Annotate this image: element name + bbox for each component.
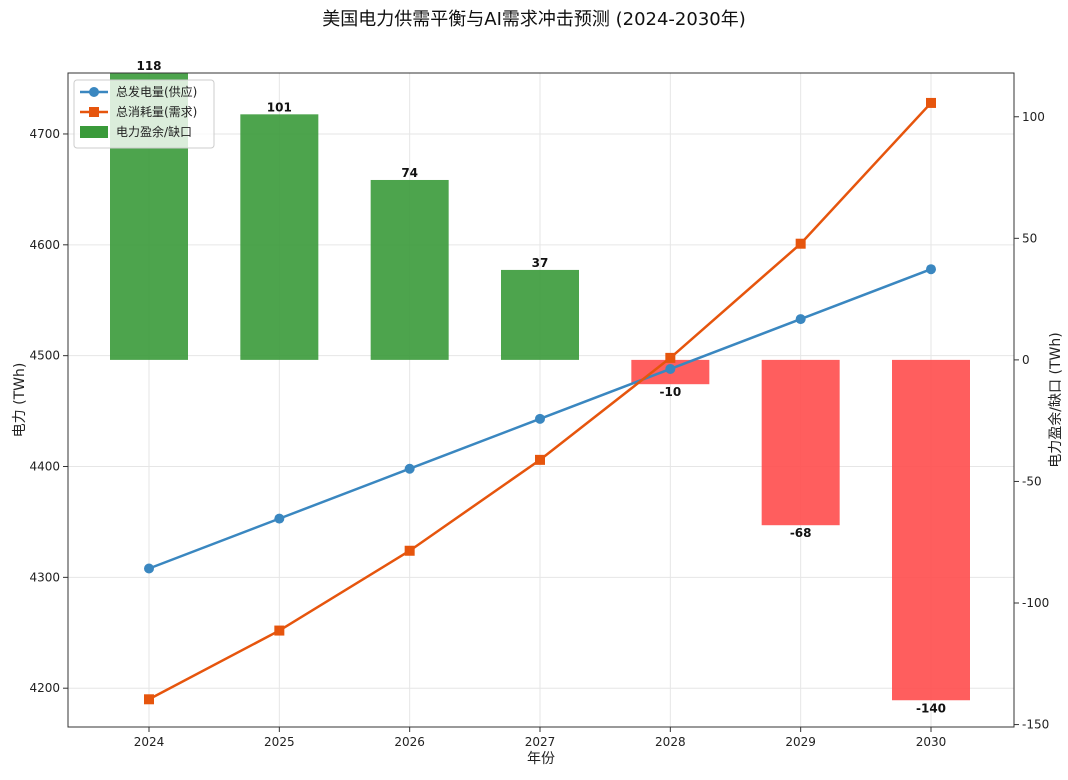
- y-tick-label: 4500: [29, 349, 60, 363]
- point-circle: [535, 413, 545, 424]
- y-right-tick-label: 100: [1022, 110, 1045, 124]
- x-axis-title: 年份: [527, 751, 555, 767]
- y-right-tick-label: 0: [1022, 353, 1030, 367]
- y-tick-label: 4400: [29, 460, 60, 474]
- y-right-axis-title: 电力盈余/缺口 (TWh): [1047, 332, 1064, 467]
- x-tick-label: 2027: [525, 735, 556, 749]
- point-circle: [144, 563, 154, 574]
- bar-value-label: 74: [401, 166, 418, 180]
- legend-label-supply: 总发电量(供应): [116, 84, 197, 99]
- bar-value-label: 37: [532, 256, 549, 270]
- point-square: [926, 97, 936, 108]
- chart-title: 美国电力供需平衡与AI需求冲击预测 (2024-2030年): [322, 9, 746, 30]
- point-circle: [795, 314, 806, 325]
- y-tick-label: 4700: [29, 127, 60, 141]
- legend-label-demand: 总消耗量(需求): [116, 105, 197, 119]
- point-square: [144, 694, 154, 705]
- point-square: [535, 454, 545, 465]
- bar-value-label: -10: [659, 385, 681, 399]
- legend-label-balance: 电力盈余/缺口: [116, 124, 192, 139]
- y-tick-label: 4600: [29, 238, 60, 252]
- bar-value-label: -140: [916, 701, 946, 715]
- y-tick-label: 4200: [29, 681, 60, 695]
- point-square: [665, 352, 676, 363]
- bar-value-label: 118: [136, 59, 161, 73]
- bar-value-label: -68: [790, 526, 812, 540]
- point-square: [404, 545, 415, 556]
- plot-frame: [67, 72, 1015, 728]
- point-circle: [665, 363, 676, 374]
- x-tick-label: 2028: [655, 735, 686, 749]
- point-circle: [404, 463, 415, 474]
- y-axis-title: 电力 (TWh): [12, 363, 28, 438]
- y-right-tick-label: -150: [1022, 718, 1049, 732]
- legend-marker-supply: [89, 87, 99, 97]
- legend-marker-demand: [89, 107, 99, 117]
- bar: [501, 269, 579, 360]
- x-tick-label: 2024: [134, 735, 165, 749]
- y-tick-label: 4300: [29, 570, 60, 584]
- bar: [240, 114, 319, 360]
- y-right-tick-label: -50: [1022, 474, 1042, 488]
- point-square: [274, 625, 285, 636]
- point-circle: [926, 264, 936, 275]
- x-tick-label: 2025: [264, 735, 295, 749]
- legend-box: [73, 79, 215, 149]
- bar: [370, 179, 449, 360]
- y-right-tick-label: -100: [1022, 596, 1049, 610]
- y-right-tick-label: 50: [1022, 231, 1037, 245]
- bar: [761, 359, 840, 526]
- x-tick-label: 2030: [916, 735, 947, 749]
- x-tick-label: 2026: [394, 735, 425, 749]
- bar: [892, 359, 970, 701]
- x-tick-label: 2029: [785, 735, 816, 749]
- point-circle: [274, 513, 285, 524]
- bar-value-label: 101: [267, 100, 292, 114]
- point-square: [795, 238, 806, 249]
- legend-swatch-balance: [80, 126, 108, 138]
